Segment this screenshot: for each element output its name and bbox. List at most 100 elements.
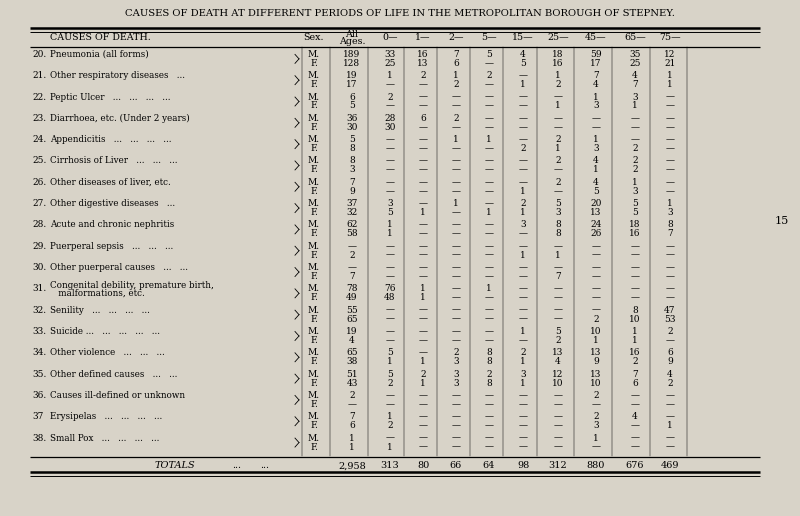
Text: 2: 2: [520, 348, 526, 357]
Text: —: —: [418, 178, 427, 187]
Text: —: —: [630, 421, 639, 430]
Text: —: —: [418, 263, 427, 272]
Text: —: —: [630, 272, 639, 281]
Text: 3: 3: [453, 369, 459, 379]
Text: 5: 5: [555, 327, 561, 336]
Text: —: —: [386, 315, 394, 324]
Text: —: —: [418, 92, 427, 102]
Text: 32: 32: [346, 208, 358, 217]
Text: M.: M.: [308, 348, 320, 357]
Text: —: —: [451, 241, 461, 251]
Text: 25: 25: [630, 59, 641, 68]
Text: —: —: [485, 241, 494, 251]
Text: 35: 35: [630, 50, 641, 59]
Text: 1: 1: [520, 187, 526, 196]
Text: M.: M.: [308, 305, 320, 315]
Text: —: —: [451, 230, 461, 238]
Text: —: —: [451, 208, 461, 217]
Text: Congenital debility, premature birth,: Congenital debility, premature birth,: [50, 281, 214, 290]
Text: 2: 2: [555, 156, 561, 166]
Text: —: —: [630, 123, 639, 132]
Text: —: —: [630, 391, 639, 400]
Text: —: —: [418, 135, 427, 144]
Text: —: —: [451, 156, 461, 166]
Text: 880: 880: [587, 461, 605, 471]
Text: M.: M.: [308, 327, 320, 336]
Text: 1: 1: [593, 433, 599, 443]
Text: 5: 5: [593, 187, 599, 196]
Text: 7: 7: [349, 412, 355, 421]
Text: —: —: [451, 305, 461, 315]
Text: 19: 19: [346, 71, 358, 80]
Text: —: —: [591, 400, 601, 409]
Text: Other respiratory diseases   ...: Other respiratory diseases ...: [50, 71, 185, 80]
Text: —: —: [666, 114, 674, 123]
Text: —: —: [485, 92, 494, 102]
Text: 1: 1: [555, 102, 561, 110]
Text: —: —: [451, 123, 461, 132]
Text: —: —: [418, 102, 427, 110]
Text: 22.: 22.: [32, 92, 46, 102]
Text: —: —: [630, 263, 639, 272]
Text: 7: 7: [555, 272, 561, 281]
Text: —: —: [666, 123, 674, 132]
Text: 1: 1: [486, 208, 492, 217]
Text: Small Pox   ...   ...   ...   ...: Small Pox ... ... ... ...: [50, 433, 159, 443]
Text: 38: 38: [346, 357, 358, 366]
Text: —: —: [386, 102, 394, 110]
Text: —: —: [666, 272, 674, 281]
Text: —: —: [518, 135, 527, 144]
Text: 8: 8: [486, 379, 492, 388]
Text: —: —: [591, 443, 601, 452]
Text: —: —: [485, 443, 494, 452]
Text: malformations, etc.: malformations, etc.: [50, 289, 145, 298]
Text: 36.: 36.: [32, 391, 46, 400]
Text: —: —: [485, 251, 494, 260]
Text: 1: 1: [667, 71, 673, 80]
Text: —: —: [451, 187, 461, 196]
Text: M.: M.: [308, 92, 320, 102]
Text: 1: 1: [387, 230, 393, 238]
Text: 2: 2: [387, 92, 393, 102]
Text: —: —: [518, 293, 527, 302]
Text: F.: F.: [310, 400, 318, 409]
Text: 1: 1: [632, 336, 638, 345]
Text: —: —: [630, 433, 639, 443]
Text: 3: 3: [520, 369, 526, 379]
Text: —: —: [518, 230, 527, 238]
Text: CAUSES OF DEATH AT DIFFERENT PERIODS OF LIFE IN THE METROPOLITAN BOROUGH OF STEP: CAUSES OF DEATH AT DIFFERENT PERIODS OF …: [125, 9, 675, 19]
Text: 1: 1: [420, 208, 426, 217]
Text: 128: 128: [343, 59, 361, 68]
Text: 29.: 29.: [32, 241, 46, 251]
Text: 1: 1: [349, 433, 355, 443]
Text: 3: 3: [632, 187, 638, 196]
Text: 32.: 32.: [32, 305, 46, 315]
Text: —: —: [418, 327, 427, 336]
Text: 3: 3: [555, 208, 561, 217]
Text: 1: 1: [453, 199, 459, 208]
Text: 10: 10: [590, 327, 602, 336]
Text: —: —: [518, 263, 527, 272]
Text: 3: 3: [593, 102, 599, 110]
Text: 48: 48: [384, 293, 396, 302]
Text: —: —: [418, 230, 427, 238]
Text: Acute and chronic nephritis: Acute and chronic nephritis: [50, 220, 174, 230]
Text: 65—: 65—: [624, 34, 646, 42]
Text: F.: F.: [310, 102, 318, 110]
Text: —: —: [485, 178, 494, 187]
Text: 30: 30: [384, 123, 396, 132]
Text: —: —: [518, 156, 527, 166]
Text: TOTALS: TOTALS: [154, 461, 195, 471]
Text: 20: 20: [590, 199, 602, 208]
Text: F.: F.: [310, 357, 318, 366]
Text: —: —: [591, 114, 601, 123]
Text: 30: 30: [346, 123, 358, 132]
Text: —: —: [451, 144, 461, 153]
Text: —: —: [451, 251, 461, 260]
Text: —: —: [451, 293, 461, 302]
Text: —: —: [485, 230, 494, 238]
Text: —: —: [418, 166, 427, 174]
Text: 2: 2: [632, 357, 638, 366]
Text: —: —: [485, 433, 494, 443]
Text: 13: 13: [418, 59, 429, 68]
